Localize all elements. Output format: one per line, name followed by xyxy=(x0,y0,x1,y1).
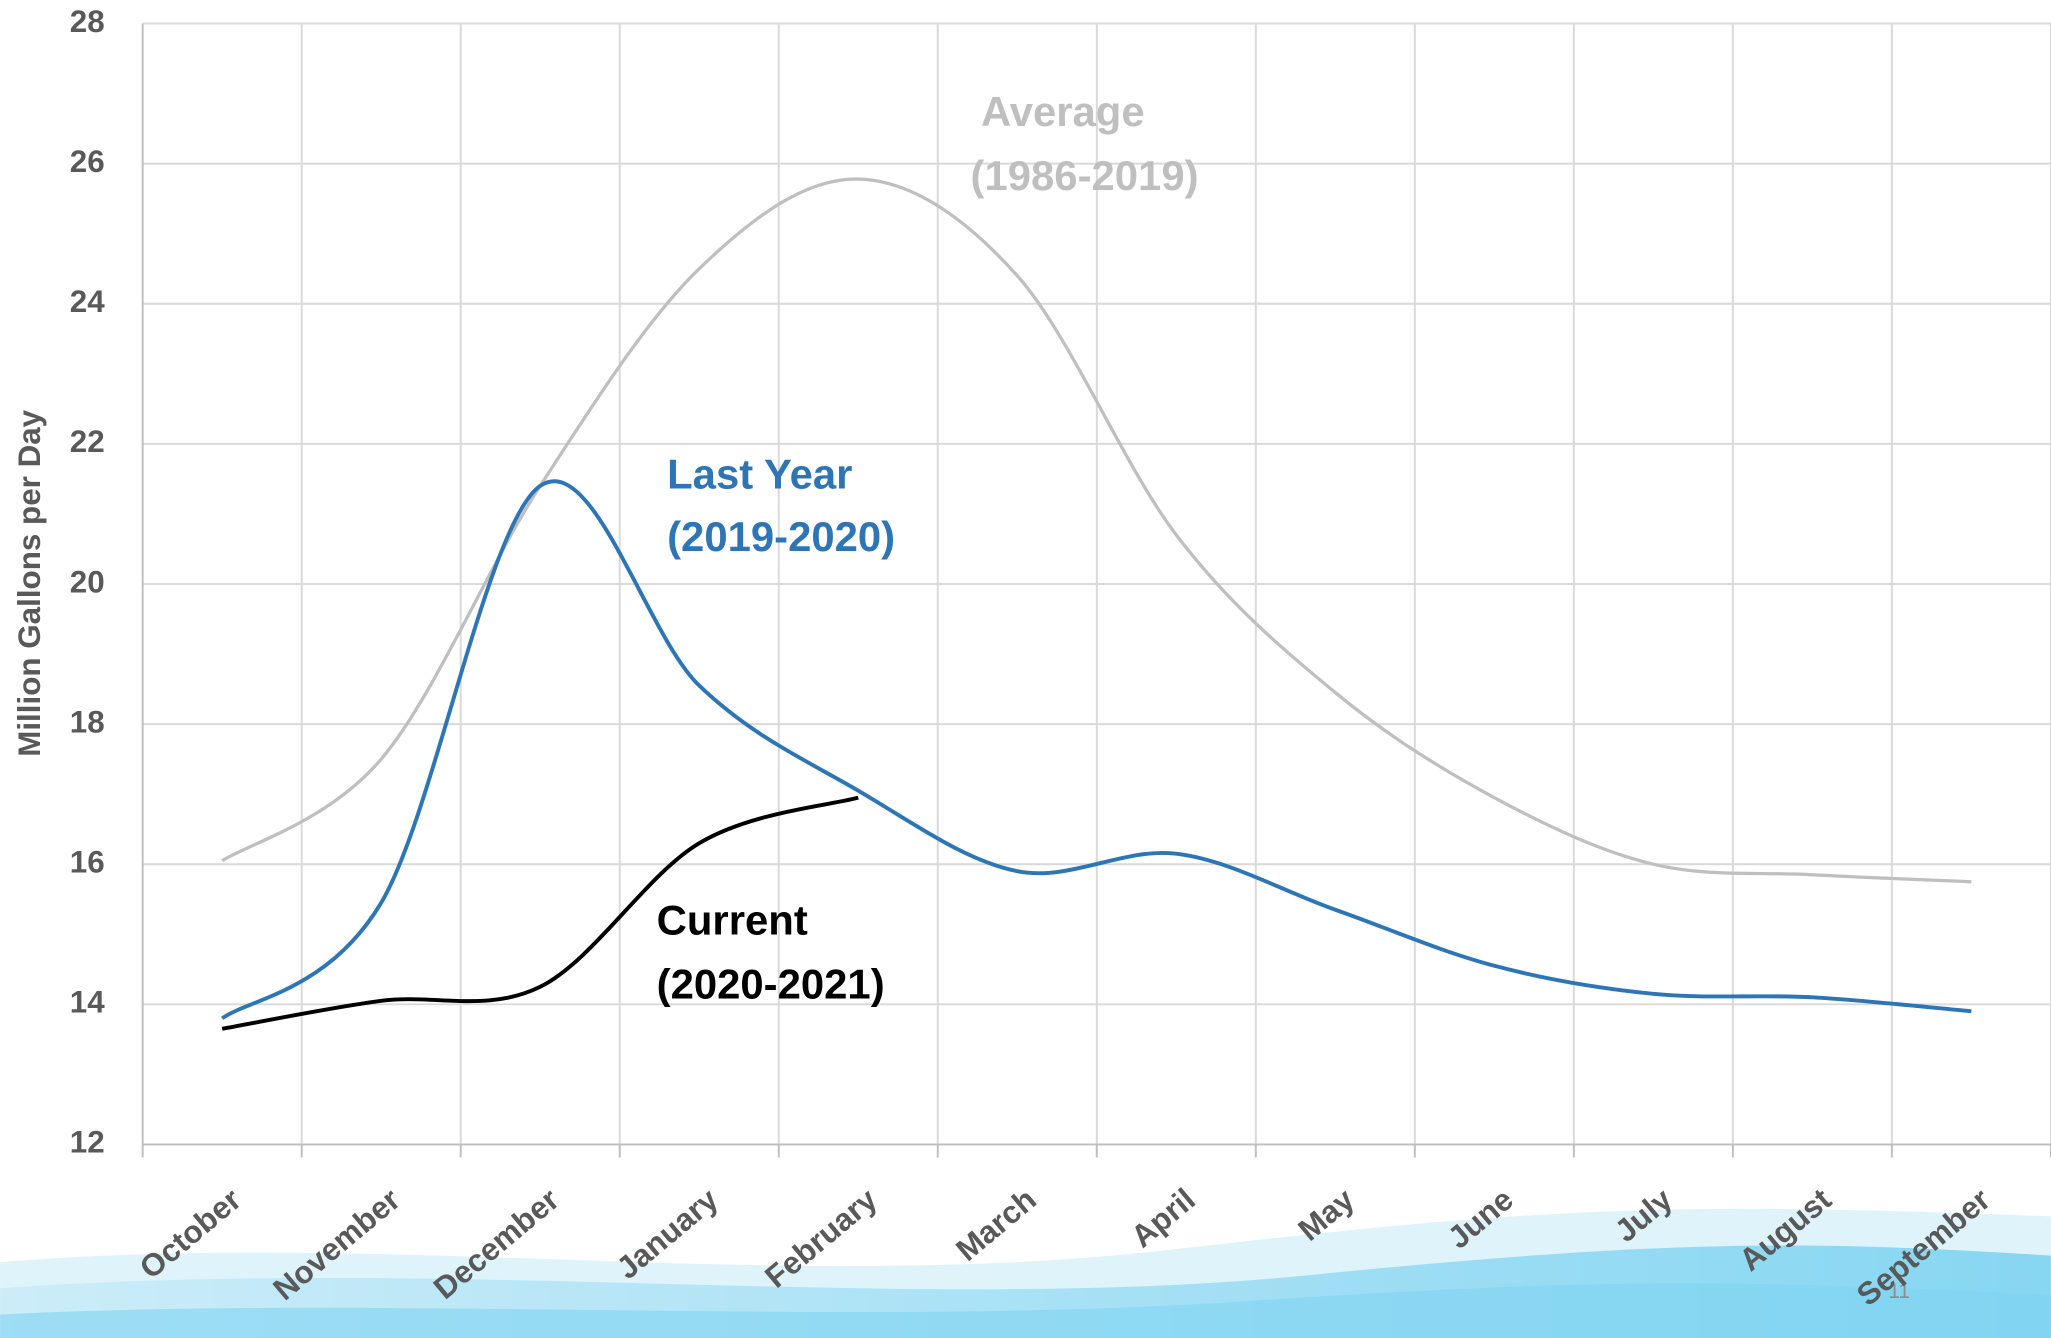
y-tick-label: 24 xyxy=(70,284,105,319)
wave-decoration xyxy=(0,1208,2051,1338)
y-tick-label: 22 xyxy=(70,424,105,459)
x-tick-label: April xyxy=(1125,1182,1202,1255)
x-tick-label: March xyxy=(950,1182,1043,1268)
y-tick-label: 18 xyxy=(70,704,105,739)
series-label: Average xyxy=(981,88,1145,135)
y-tick-label: 28 xyxy=(70,4,105,39)
y-tick-label: 12 xyxy=(70,1125,105,1160)
y-axis-label: Million Gallons per Day xyxy=(12,409,47,756)
y-tick-label: 26 xyxy=(70,144,105,179)
series-label-period: (1986-2019) xyxy=(971,152,1199,199)
series-line xyxy=(221,795,859,1031)
series-line xyxy=(221,479,1972,1020)
series-label-period: (2019-2020) xyxy=(667,513,895,560)
y-tick-label: 16 xyxy=(70,845,105,880)
page-number: 11 xyxy=(1888,1280,1910,1303)
y-tick-label: 14 xyxy=(70,985,105,1020)
series-label: Last Year xyxy=(667,450,852,497)
series-label: Current xyxy=(657,896,808,943)
y-tick-label: 20 xyxy=(70,564,105,599)
series-label-period: (2020-2021) xyxy=(657,961,885,1008)
